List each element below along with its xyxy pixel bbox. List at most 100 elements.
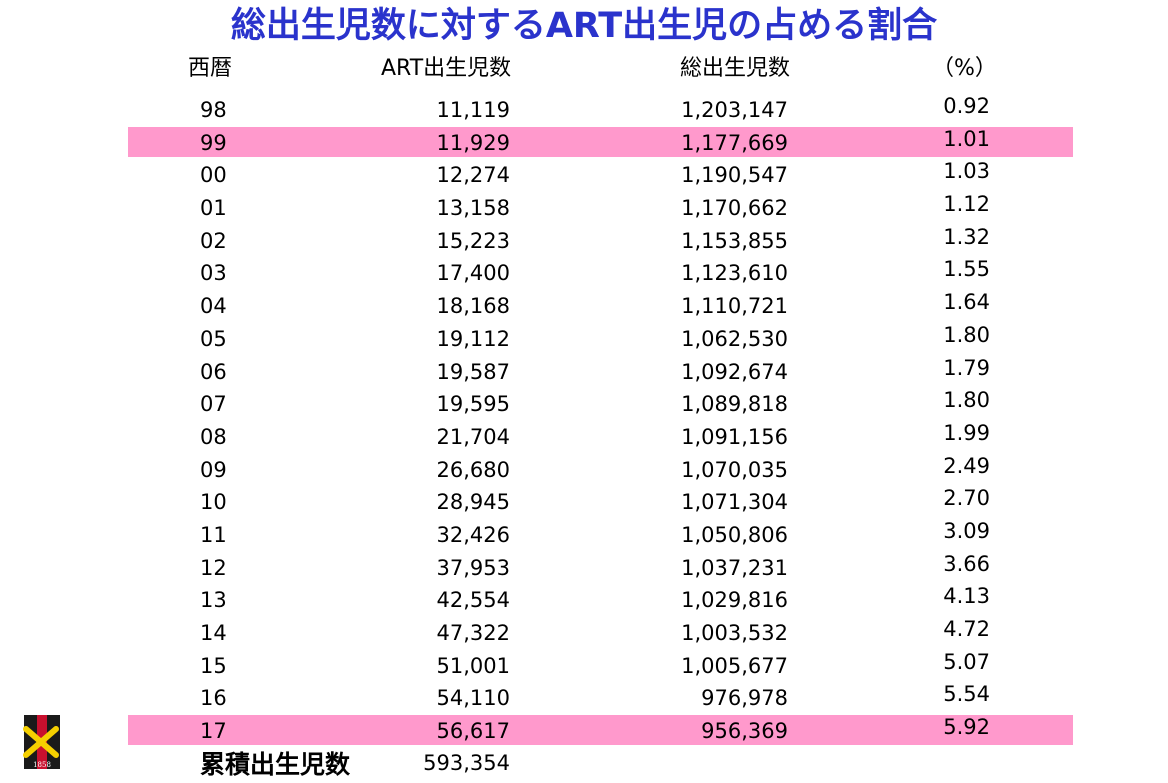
row-highlight-band <box>128 126 1073 157</box>
cell-year: 14 <box>200 621 227 645</box>
cell-art-births: 37,953 <box>436 555 510 580</box>
cell-art-births: 56,617 <box>436 719 510 744</box>
cell-total-births: 1,170,662 <box>681 196 788 221</box>
cell-art-births: 15,223 <box>436 228 510 253</box>
cell-total-births: 1,110,721 <box>681 294 788 319</box>
cell-year: 02 <box>200 228 227 253</box>
cell-total-births: 1,062,530 <box>681 326 788 351</box>
cell-percent: 3.09 <box>943 518 990 543</box>
cell-total-births: 1,123,610 <box>681 261 788 286</box>
cell-art-births: 51,001 <box>436 653 510 678</box>
cell-percent: 3.66 <box>943 551 990 576</box>
table-row: 17 56,617 956,369 5.92 <box>0 714 1168 747</box>
cell-total-births: 1,177,669 <box>681 130 788 155</box>
cumulative-label: 累積出生児数 <box>200 750 351 779</box>
cell-total-births: 1,003,532 <box>681 621 788 645</box>
cell-art-births: 13,158 <box>436 196 510 221</box>
cell-art-births: 12,274 <box>436 163 510 188</box>
cell-total-births: 1,092,674 <box>681 359 788 384</box>
cell-percent: 4.72 <box>943 617 990 641</box>
cell-percent: 1.80 <box>943 322 990 347</box>
table-row: 05 19,112 1,062,530 1.80 <box>0 322 1168 355</box>
data-table: 98 11,119 1,203,147 0.92 99 11,929 1,177,669 1.… <box>0 93 1168 747</box>
logo-year-text: 1858 <box>33 761 51 769</box>
table-row: 08 21,704 1,091,156 1.99 <box>0 420 1168 453</box>
table-row: 02 15,223 1,153,855 1.32 <box>0 224 1168 257</box>
header-art-births: ART出生児数 <box>381 56 512 81</box>
page-title: 総出生児数に対するART出生児の占める割合 <box>230 6 938 46</box>
cumulative-value: 593,354 <box>423 751 510 775</box>
row-highlight-band <box>128 715 1073 746</box>
cell-total-births: 1,037,231 <box>681 555 788 580</box>
cell-total-births: 1,153,855 <box>681 228 788 253</box>
table-row: 01 13,158 1,170,662 1.12 <box>0 191 1168 224</box>
table-row: 16 54,110 976,978 5.54 <box>0 681 1168 714</box>
table-row: 06 19,587 1,092,674 1.79 <box>0 355 1168 388</box>
cell-total-births: 1,050,806 <box>681 522 788 547</box>
cell-percent: 2.49 <box>943 453 990 478</box>
cell-art-births: 18,168 <box>436 294 510 319</box>
cell-percent: 0.92 <box>943 94 990 118</box>
header-year: 西暦 <box>188 56 233 81</box>
table-row: 99 11,929 1,177,669 1.01 <box>0 126 1168 159</box>
cell-year: 13 <box>200 588 227 613</box>
cell-percent: 1.80 <box>943 388 990 413</box>
cell-year: 99 <box>200 130 227 155</box>
cell-percent: 5.54 <box>943 682 990 707</box>
table-row: 10 28,945 1,071,304 2.70 <box>0 485 1168 518</box>
cell-art-births: 11,929 <box>436 130 510 155</box>
header-percent: （%） <box>932 56 997 81</box>
cell-total-births: 1,071,304 <box>681 490 788 515</box>
cell-percent: 5.92 <box>943 715 990 740</box>
cell-percent: 1.64 <box>943 290 990 315</box>
cell-year: 07 <box>200 392 227 417</box>
cell-art-births: 54,110 <box>436 686 510 711</box>
cell-year: 10 <box>200 490 227 515</box>
cell-total-births: 1,091,156 <box>681 424 788 449</box>
cell-year: 03 <box>200 261 227 286</box>
cell-percent: 1.32 <box>943 224 990 249</box>
cell-year: 04 <box>200 294 227 319</box>
cell-year: 11 <box>200 522 227 547</box>
cell-percent: 1.99 <box>943 420 990 445</box>
cell-art-births: 19,112 <box>436 326 510 351</box>
cell-art-births: 28,945 <box>436 490 510 515</box>
table-row: 09 26,680 1,070,035 2.49 <box>0 453 1168 486</box>
table-row: 15 51,001 1,005,677 5.07 <box>0 649 1168 682</box>
cell-art-births: 32,426 <box>436 522 510 547</box>
cell-year: 98 <box>200 98 227 122</box>
cell-total-births: 1,029,816 <box>681 588 788 613</box>
cell-total-births: 1,005,677 <box>681 653 788 678</box>
cell-year: 08 <box>200 424 227 449</box>
table-row: 04 18,168 1,110,721 1.64 <box>0 289 1168 322</box>
cell-art-births: 11,119 <box>436 98 510 122</box>
cell-art-births: 42,554 <box>436 588 510 613</box>
cell-art-births: 26,680 <box>436 457 510 482</box>
cell-total-births: 1,089,818 <box>681 392 788 417</box>
cell-year: 06 <box>200 359 227 384</box>
table-row: 00 12,274 1,190,547 1.03 <box>0 158 1168 191</box>
cell-art-births: 47,322 <box>436 621 510 645</box>
cell-percent: 1.03 <box>943 159 990 184</box>
cell-total-births: 1,070,035 <box>681 457 788 482</box>
cell-year: 05 <box>200 326 227 351</box>
table-row: 07 19,595 1,089,818 1.80 <box>0 387 1168 420</box>
cell-total-births: 1,190,547 <box>681 163 788 188</box>
cell-art-births: 19,587 <box>436 359 510 384</box>
table-row: 12 37,953 1,037,231 3.66 <box>0 551 1168 584</box>
cell-percent: 1.55 <box>943 257 990 282</box>
table-row: 14 47,322 1,003,532 4.72 <box>0 616 1168 649</box>
cumulative-row: 累積出生児数 593,354 <box>0 748 1168 782</box>
cell-year: 01 <box>200 196 227 221</box>
table-row: 11 32,426 1,050,806 3.09 <box>0 518 1168 551</box>
table-header: 西暦 ART出生児数 総出生児数 （%） <box>0 54 1168 84</box>
cell-art-births: 17,400 <box>436 261 510 286</box>
cell-year: 00 <box>200 163 227 188</box>
cell-art-births: 19,595 <box>436 392 510 417</box>
table-row: 13 42,554 1,029,816 4.13 <box>0 583 1168 616</box>
cell-year: 16 <box>200 686 227 711</box>
cell-percent: 4.13 <box>943 584 990 609</box>
table-row: 98 11,119 1,203,147 0.92 <box>0 93 1168 126</box>
cell-year: 09 <box>200 457 227 482</box>
cell-percent: 1.79 <box>943 355 990 380</box>
